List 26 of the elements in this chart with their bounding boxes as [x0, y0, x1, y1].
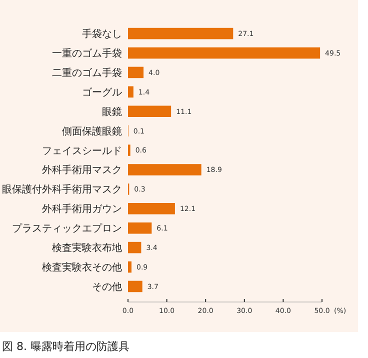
y-tick-label: プラスティックエプロン	[12, 222, 122, 235]
y-tick-label: ゴーグル	[82, 86, 122, 98]
y-tick-label: 眼保護付外科手術用マスク	[2, 184, 122, 196]
y-tick-label: その他	[92, 280, 122, 293]
bar	[128, 47, 320, 59]
bar	[128, 106, 172, 117]
y-tick-label: 手袋なし	[82, 28, 122, 40]
caption: 図 8. 曝露時着用の防護具	[2, 340, 130, 353]
y-tick-label: 外科手術用マスク	[42, 164, 122, 176]
bar	[128, 242, 142, 254]
y-tick-label: 検査実験衣その他	[42, 262, 122, 274]
y-tick-label: 一重のゴム手袋	[52, 47, 122, 60]
bar	[128, 222, 152, 234]
bar	[128, 86, 134, 98]
y-tick-label: 二重のゴム手袋	[52, 66, 122, 79]
bar	[128, 261, 132, 273]
bar	[128, 66, 144, 78]
bar	[128, 280, 142, 292]
bar	[128, 203, 175, 214]
bar	[128, 28, 234, 40]
y-tick-label: 検査実験衣布地	[52, 242, 122, 254]
y-tick-label: 外科手術用ガウン	[42, 203, 122, 216]
y-tick-label: フェイスシールド	[42, 146, 122, 157]
y-tick-label: 側面保護眼鏡	[62, 125, 122, 138]
bar	[128, 164, 202, 176]
y-tick-label: 眼鏡	[102, 106, 122, 118]
